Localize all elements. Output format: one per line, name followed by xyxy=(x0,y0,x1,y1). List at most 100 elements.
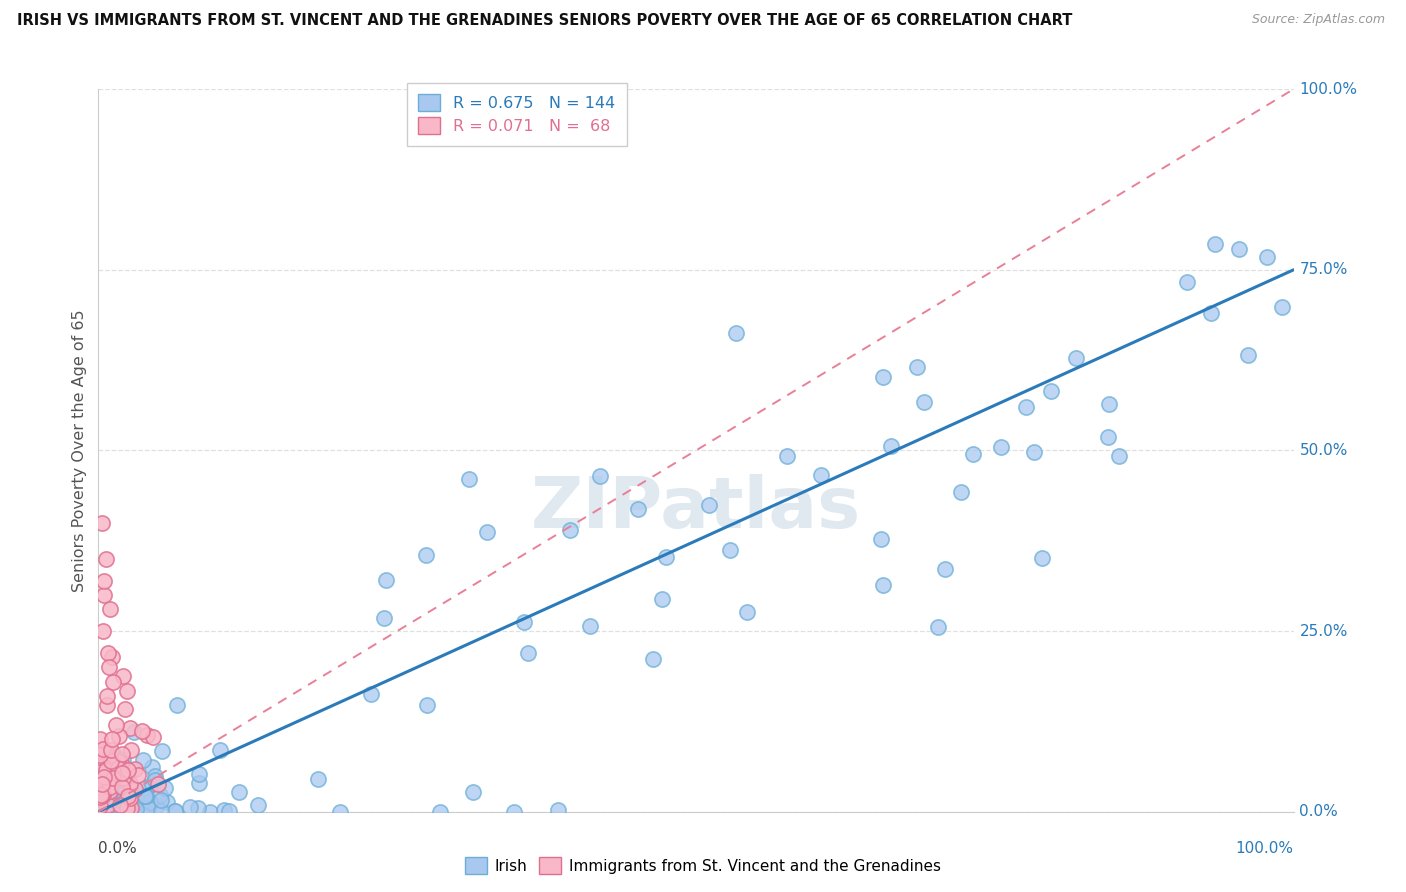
Point xyxy=(101,785,124,799)
Point xyxy=(100,769,122,783)
Point xyxy=(134,781,156,796)
Point xyxy=(463,785,485,799)
Point xyxy=(212,804,235,818)
Point xyxy=(120,743,142,757)
Text: Source: ZipAtlas.com: Source: ZipAtlas.com xyxy=(1251,13,1385,27)
Point xyxy=(1177,275,1199,289)
Point xyxy=(962,447,984,461)
Point xyxy=(98,660,121,674)
Point xyxy=(91,759,114,773)
Point xyxy=(103,748,125,763)
Point xyxy=(132,753,155,767)
Point xyxy=(103,792,125,806)
Point xyxy=(111,766,134,780)
Point xyxy=(111,669,134,683)
Point xyxy=(927,620,949,634)
Point xyxy=(117,770,139,784)
Point xyxy=(94,763,117,777)
Point xyxy=(141,777,163,791)
Point xyxy=(97,767,120,781)
Point xyxy=(89,798,111,813)
Point xyxy=(91,516,114,530)
Point xyxy=(149,789,172,803)
Point xyxy=(125,801,148,815)
Point xyxy=(110,788,132,802)
Point xyxy=(429,805,451,819)
Point xyxy=(103,797,125,812)
Point xyxy=(90,788,112,802)
Point xyxy=(1237,349,1260,363)
Point xyxy=(990,440,1012,454)
Point xyxy=(641,651,664,665)
Point xyxy=(89,781,111,796)
Point xyxy=(114,772,136,786)
Point xyxy=(136,728,159,742)
Point xyxy=(100,801,122,815)
Point xyxy=(93,588,115,602)
Point xyxy=(118,803,141,817)
Point xyxy=(1108,449,1130,463)
Point xyxy=(112,792,135,806)
Point xyxy=(93,743,115,757)
Point xyxy=(872,578,894,592)
Point xyxy=(120,791,142,805)
Point xyxy=(115,684,138,698)
Point xyxy=(1199,306,1222,320)
Point xyxy=(934,562,956,576)
Point xyxy=(135,803,157,817)
Point xyxy=(118,721,141,735)
Point xyxy=(651,592,673,607)
Point xyxy=(111,780,134,794)
Point xyxy=(1015,400,1038,414)
Point xyxy=(117,763,139,777)
Point xyxy=(872,370,894,384)
Point xyxy=(89,732,111,747)
Point xyxy=(228,785,250,799)
Point xyxy=(1039,384,1062,398)
Point xyxy=(187,766,209,780)
Point xyxy=(120,801,142,815)
Point xyxy=(503,805,526,819)
Point xyxy=(141,759,163,773)
Point xyxy=(90,744,112,758)
Point xyxy=(810,468,832,483)
Point xyxy=(416,698,439,712)
Point xyxy=(111,771,134,785)
Point xyxy=(115,801,138,815)
Point xyxy=(96,780,118,795)
Point xyxy=(118,802,141,816)
Point xyxy=(208,743,231,757)
Point xyxy=(90,777,112,791)
Point xyxy=(107,800,129,814)
Point xyxy=(517,646,540,660)
Point xyxy=(880,439,903,453)
Point xyxy=(477,524,499,539)
Point xyxy=(96,689,118,703)
Point xyxy=(307,772,329,786)
Point xyxy=(111,801,134,815)
Point xyxy=(724,326,747,341)
Text: 75.0%: 75.0% xyxy=(1299,262,1348,277)
Point xyxy=(188,776,211,790)
Point xyxy=(104,804,127,818)
Point xyxy=(112,800,135,814)
Point xyxy=(100,743,122,757)
Point xyxy=(131,724,153,739)
Point xyxy=(150,793,173,807)
Point xyxy=(114,702,136,716)
Point xyxy=(143,769,166,783)
Point xyxy=(179,800,201,814)
Y-axis label: Seniors Poverty Over the Age of 65: Seniors Poverty Over the Age of 65 xyxy=(72,310,87,591)
Point xyxy=(93,766,115,780)
Point xyxy=(122,724,145,739)
Point xyxy=(134,789,156,803)
Point xyxy=(547,803,569,817)
Point xyxy=(120,777,142,791)
Point xyxy=(93,784,115,798)
Point xyxy=(457,472,479,486)
Text: 100.0%: 100.0% xyxy=(1236,840,1294,855)
Point xyxy=(105,759,128,773)
Point xyxy=(94,797,117,812)
Point xyxy=(101,674,124,689)
Point xyxy=(90,779,112,793)
